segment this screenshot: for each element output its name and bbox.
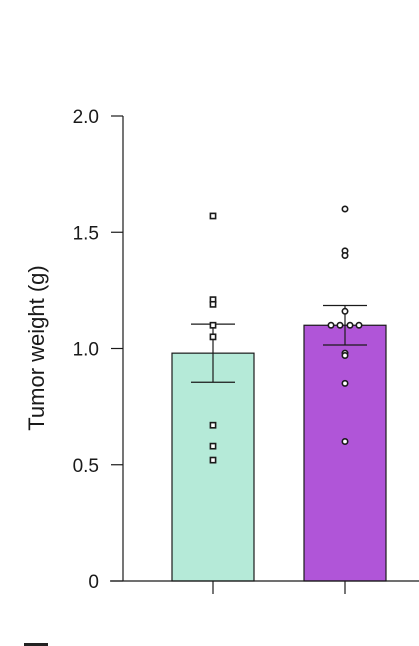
data-point (209, 300, 217, 308)
y-tick-label: 1.0 (73, 340, 99, 361)
data-point (341, 437, 349, 445)
data-point (341, 351, 349, 359)
data-point (209, 421, 217, 429)
data-point (209, 321, 217, 329)
y-tick-label: 1.5 (73, 223, 99, 244)
bars-layer (171, 324, 387, 582)
y-tick-label: 0 (88, 572, 99, 593)
y-ticks-layer: 0 0.5 1.0 1.5 2.0 (73, 107, 123, 593)
bar-1 (171, 352, 255, 582)
data-point (209, 456, 217, 464)
y-tick-label: 2.0 (73, 107, 99, 128)
data-point (209, 442, 217, 450)
data-point (327, 321, 335, 329)
y-tick-label: 0.5 (73, 456, 99, 477)
y-axis-title: Tumor weight (g) (24, 265, 49, 430)
data-point (346, 321, 354, 329)
data-points-layer (209, 205, 363, 464)
data-point (341, 205, 349, 213)
data-point (336, 321, 344, 329)
data-point (341, 379, 349, 387)
legend-swatch (24, 643, 48, 646)
data-point (209, 212, 217, 220)
bar-2 (303, 324, 387, 582)
data-point (209, 333, 217, 341)
data-point (341, 307, 349, 315)
data-point (355, 321, 363, 329)
data-point (341, 252, 349, 260)
